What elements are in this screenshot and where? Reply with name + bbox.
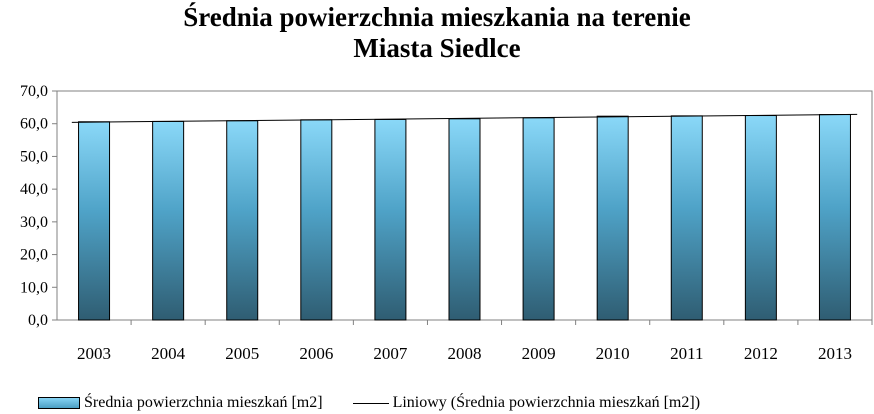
y-tick-label: 70,0 [20, 83, 48, 100]
x-tick-label: 2005 [225, 344, 259, 363]
bar [226, 120, 259, 321]
y-tick-label: 60,0 [20, 116, 48, 133]
bar [670, 115, 703, 321]
x-tick-label: 2010 [596, 344, 630, 363]
bar [152, 120, 185, 321]
plot-area: 0,0 10,0 20,0 30,0 40,0 50,0 60,0 70,0 2003 2004 2… [20, 83, 873, 363]
x-tick-label: 2007 [373, 344, 408, 363]
legend-bar-swatch [38, 397, 80, 409]
x-tick-label: 2011 [670, 344, 703, 363]
y-tick-label: 50,0 [20, 148, 48, 165]
x-tick-label: 2003 [77, 344, 111, 363]
bar [596, 115, 629, 321]
x-tick-label: 2008 [448, 344, 482, 363]
y-tick-label: 10,0 [20, 279, 48, 296]
bar [78, 121, 111, 321]
y-tick-label: 0,0 [28, 312, 48, 329]
bar [448, 118, 481, 321]
legend-bar-label: Średnia powierzchnia mieszkań [m2] [84, 394, 323, 411]
x-tick-label: 2004 [151, 344, 186, 363]
bar [374, 118, 407, 321]
legend: Średnia powierzchnia mieszkań [m2] Linio… [38, 393, 700, 413]
bar [744, 115, 777, 321]
x-tick-label: 2013 [818, 344, 852, 363]
bar [818, 114, 851, 321]
chart-title-line-2: Miasta Siedlce [353, 33, 521, 63]
y-tick-label: 40,0 [20, 181, 48, 198]
bar [522, 117, 555, 321]
chart-title-line-1: Średnia powierzchnia mieszkania na teren… [183, 2, 691, 32]
chart-title: Średnia powierzchnia mieszkania na teren… [0, 2, 874, 64]
legend-trend-label: Liniowy (Średnia powierzchnia mieszkań [… [392, 394, 701, 411]
x-tick-label: 2006 [299, 344, 333, 363]
bar [300, 119, 333, 321]
legend-trend-swatch [352, 402, 389, 404]
y-tick-label: 30,0 [20, 214, 48, 231]
trendline [71, 113, 858, 123]
x-tick-label: 2009 [522, 344, 556, 363]
x-tick-label: 2012 [744, 344, 778, 363]
y-tick-label: 20,0 [20, 247, 48, 264]
